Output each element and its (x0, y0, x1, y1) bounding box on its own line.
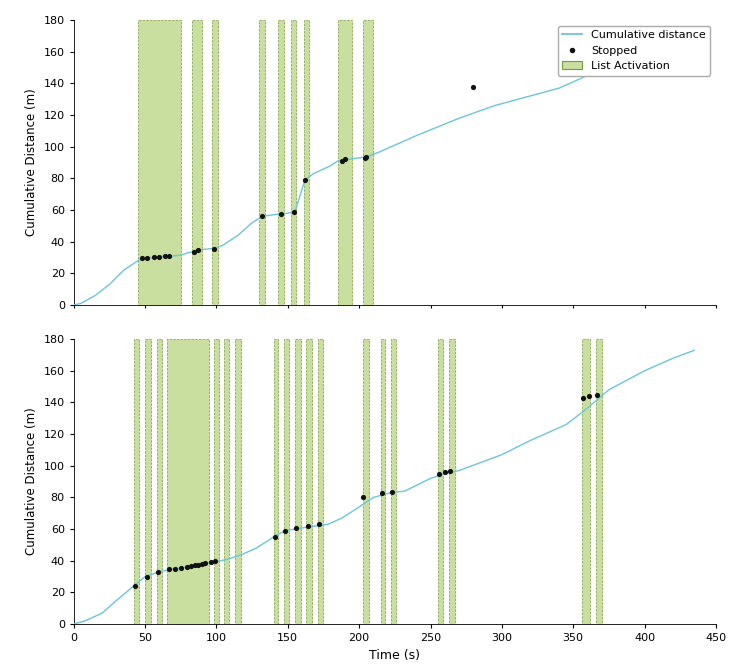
Point (164, 564, 176, 575)
Point (291, 523, 303, 533)
Point (314, 519, 325, 529)
Point (141, 571, 153, 582)
Bar (213, 339, 219, 624)
Point (209, 556, 221, 566)
Bar (283, 339, 289, 624)
Point (360, 152, 372, 162)
Point (359, 152, 370, 163)
Point (269, 531, 281, 542)
Point (433, 468, 445, 479)
Point (175, 562, 187, 573)
X-axis label: Time (s): Time (s) (369, 649, 421, 662)
Point (181, 562, 193, 572)
Bar (363, 20, 373, 305)
Point (192, 560, 204, 570)
Bar (291, 20, 297, 305)
Bar (390, 339, 396, 624)
Point (467, 81, 479, 92)
Bar (295, 339, 300, 624)
Point (444, 466, 456, 476)
Y-axis label: Cumulative Distance (m): Cumulative Distance (m) (25, 89, 38, 236)
Bar (134, 339, 139, 624)
Bar (259, 20, 265, 305)
Point (164, 250, 176, 261)
Bar (213, 20, 218, 305)
Point (439, 467, 451, 478)
Y-axis label: Cumulative Distance (m): Cumulative Distance (m) (25, 408, 38, 556)
Point (336, 156, 348, 166)
Bar (235, 339, 241, 624)
Bar (596, 339, 601, 624)
Point (129, 580, 141, 591)
Point (196, 558, 208, 569)
Bar (145, 339, 151, 624)
Bar (438, 339, 444, 624)
Point (386, 486, 398, 497)
Point (169, 563, 181, 574)
Point (302, 521, 314, 531)
Bar (277, 20, 283, 305)
Point (148, 252, 159, 262)
Point (185, 561, 197, 572)
Point (152, 566, 164, 577)
Point (275, 209, 286, 219)
Point (299, 174, 311, 185)
Point (189, 560, 201, 571)
Point (583, 391, 595, 401)
Bar (363, 339, 369, 624)
Point (376, 487, 388, 498)
Point (288, 206, 300, 217)
Bar (449, 339, 455, 624)
Point (279, 525, 291, 536)
Point (577, 393, 589, 403)
Bar (167, 339, 210, 624)
Point (256, 211, 268, 221)
Point (187, 247, 199, 258)
Point (339, 154, 351, 165)
Bar (381, 339, 384, 624)
Bar (303, 20, 309, 305)
Point (357, 492, 369, 503)
Bar (138, 20, 181, 305)
Bar (192, 20, 202, 305)
Point (205, 557, 217, 568)
Bar (156, 339, 162, 624)
Point (154, 252, 165, 262)
Bar (318, 339, 323, 624)
Point (141, 252, 153, 263)
Bar (306, 339, 312, 624)
Point (592, 389, 604, 400)
Point (137, 253, 148, 264)
Legend: Cumulative distance, Stopped, List Activation: Cumulative distance, Stopped, List Activ… (558, 25, 710, 76)
Point (207, 244, 219, 254)
Bar (338, 20, 352, 305)
Bar (274, 339, 277, 624)
Bar (224, 339, 230, 624)
Point (192, 245, 204, 256)
Point (199, 558, 211, 568)
Bar (582, 339, 590, 624)
Point (159, 251, 171, 262)
